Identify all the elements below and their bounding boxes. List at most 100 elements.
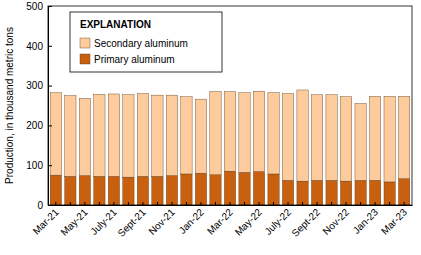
y-tick-mark xyxy=(48,125,52,126)
x-tick-mark xyxy=(360,202,361,205)
bar xyxy=(152,176,163,205)
bar xyxy=(355,180,366,205)
x-tick: May-21 xyxy=(58,202,90,238)
bar xyxy=(224,171,235,205)
bar xyxy=(123,177,134,205)
x-axis: Mar-21May-21July-21Sept-21Nov-21Jan-22Ma… xyxy=(31,202,413,239)
x-tick-label: Nov-21 xyxy=(146,206,177,237)
bar xyxy=(253,172,264,205)
x-tick-mark xyxy=(128,202,129,205)
bar xyxy=(195,173,206,205)
x-tick: Nov-22 xyxy=(320,202,351,237)
x-tick: Mar-23 xyxy=(379,202,409,237)
bar xyxy=(268,174,279,205)
x-tick-mark xyxy=(99,202,100,205)
x-tick-mark xyxy=(404,202,405,205)
legend-label: Primary aluminum xyxy=(94,54,175,65)
y-tick: 400 xyxy=(26,41,52,52)
x-tick-label: Sept-21 xyxy=(115,206,148,239)
x-tick-mark xyxy=(84,202,85,205)
legend-swatch xyxy=(80,54,90,64)
x-tick xyxy=(215,202,216,205)
x-tick-mark xyxy=(186,202,187,205)
x-tick-mark xyxy=(389,202,390,205)
y-tick: 200 xyxy=(26,120,52,131)
bar xyxy=(384,182,395,205)
x-tick-label: Mar-23 xyxy=(379,206,409,236)
bar xyxy=(137,94,148,177)
bar xyxy=(181,97,192,174)
y-tick-label: 500 xyxy=(26,1,43,12)
x-tick: Sept-21 xyxy=(115,202,148,239)
y-tick-label: 400 xyxy=(26,41,43,52)
bar xyxy=(210,92,221,175)
x-tick-label: Jan-23 xyxy=(351,206,381,236)
bar xyxy=(79,176,90,205)
x-tick: Mar-21 xyxy=(31,202,61,237)
x-tick: Jan-22 xyxy=(177,202,207,236)
bar xyxy=(326,95,337,181)
legend-label: Secondary aluminum xyxy=(94,38,188,49)
y-axis-line xyxy=(48,7,49,206)
bar xyxy=(108,94,119,176)
x-axis-line xyxy=(49,205,413,206)
x-tick-mark xyxy=(346,202,347,205)
x-tick-mark xyxy=(113,202,114,205)
y-tick-mark xyxy=(48,165,52,166)
x-tick xyxy=(186,202,187,205)
x-tick-mark xyxy=(200,202,201,205)
bar xyxy=(166,176,177,205)
bar xyxy=(123,95,134,177)
x-tick: Sept-22 xyxy=(289,202,322,239)
plot: 0100200300400500Mar-21May-21July-21Sept-… xyxy=(26,1,412,239)
bar xyxy=(369,96,380,180)
x-tick-mark xyxy=(142,202,143,205)
bar xyxy=(50,93,61,175)
legend-swatch xyxy=(80,38,90,48)
y-tick: 300 xyxy=(26,80,52,91)
bar xyxy=(181,174,192,205)
x-tick-label: July-21 xyxy=(88,206,119,237)
x-tick-label: July-22 xyxy=(262,206,293,237)
y-tick-label: 200 xyxy=(26,120,43,131)
y-tick-mark xyxy=(48,86,52,87)
x-tick xyxy=(70,202,71,205)
legend-title: EXPLANATION xyxy=(80,19,151,30)
bar xyxy=(268,93,279,174)
x-tick-mark xyxy=(171,202,172,205)
bar xyxy=(79,98,90,175)
bar xyxy=(282,180,293,205)
x-tick-mark xyxy=(317,202,318,205)
x-tick-label: Nov-22 xyxy=(320,206,351,237)
x-tick xyxy=(99,202,100,205)
y-axis-title: Production, in thousand metric tons xyxy=(4,27,15,184)
bar xyxy=(253,91,264,171)
x-tick-mark xyxy=(70,202,71,205)
bar xyxy=(282,94,293,181)
y-tick-label: 0 xyxy=(37,200,43,211)
bar xyxy=(355,104,366,181)
bar xyxy=(369,180,380,205)
x-tick: May-22 xyxy=(233,202,265,238)
y-tick-mark xyxy=(48,46,52,47)
x-tick: Jan-23 xyxy=(351,202,381,236)
bar xyxy=(297,181,308,205)
x-tick: Mar-22 xyxy=(205,202,235,237)
x-tick-label: Jan-22 xyxy=(177,206,207,236)
y-axis: 0 100 200 300 400 500 xyxy=(26,1,52,211)
y-tick-label: 100 xyxy=(26,160,43,171)
x-tick-mark xyxy=(215,202,216,205)
plot-frame xyxy=(48,6,412,205)
bar xyxy=(311,95,322,181)
bar xyxy=(384,96,395,182)
bar xyxy=(297,90,308,181)
x-tick-mark xyxy=(259,202,260,205)
x-tick-mark xyxy=(331,202,332,205)
bars xyxy=(50,90,410,205)
x-tick-mark xyxy=(273,202,274,205)
x-tick-mark xyxy=(288,202,289,205)
x-tick xyxy=(157,202,158,205)
bar xyxy=(152,95,163,176)
y-tick: 500 xyxy=(26,1,52,12)
bar xyxy=(50,175,61,205)
